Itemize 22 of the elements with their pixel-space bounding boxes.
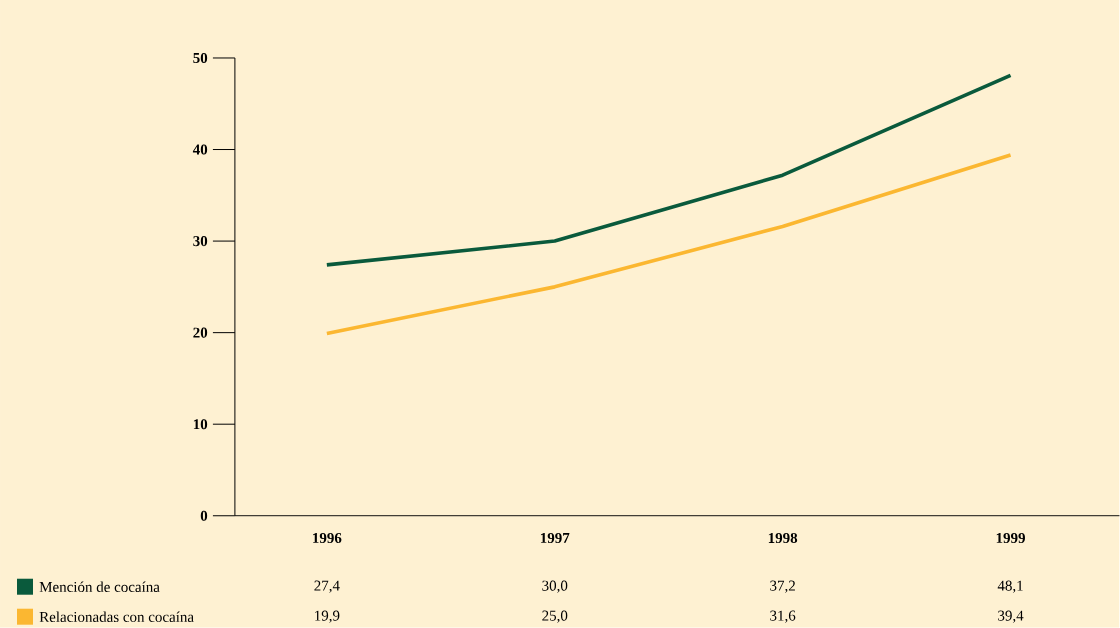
legend-label: Mención de cocaína xyxy=(39,581,160,593)
legend-label: Relacionadas con cocaína xyxy=(39,611,194,623)
data-label: 37,2 xyxy=(770,580,795,593)
x-tick-label: 1998 xyxy=(768,533,798,544)
x-tick-label: 1999 xyxy=(996,533,1025,544)
data-label: 48,1 xyxy=(997,580,1023,593)
data-label: 39,4 xyxy=(998,610,1024,623)
data-label: 25,0 xyxy=(542,610,568,623)
data-label: 30,0 xyxy=(542,580,568,593)
y-tick-label: 10 xyxy=(193,419,208,430)
data-label: 27,4 xyxy=(314,580,340,593)
data-label: 19,9 xyxy=(315,610,340,623)
line-series xyxy=(325,73,1013,267)
x-tick-label: 1996 xyxy=(313,533,342,544)
y-tick-label: 0 xyxy=(200,510,208,521)
y-tick-label: 30 xyxy=(193,236,208,247)
y-tick-label: 50 xyxy=(193,53,208,64)
y-tick-label: 20 xyxy=(193,327,208,338)
line-series xyxy=(325,153,1013,336)
x-tick-label: 1997 xyxy=(540,533,570,544)
data-label: 31,6 xyxy=(770,610,796,623)
y-tick-label: 40 xyxy=(192,144,208,155)
